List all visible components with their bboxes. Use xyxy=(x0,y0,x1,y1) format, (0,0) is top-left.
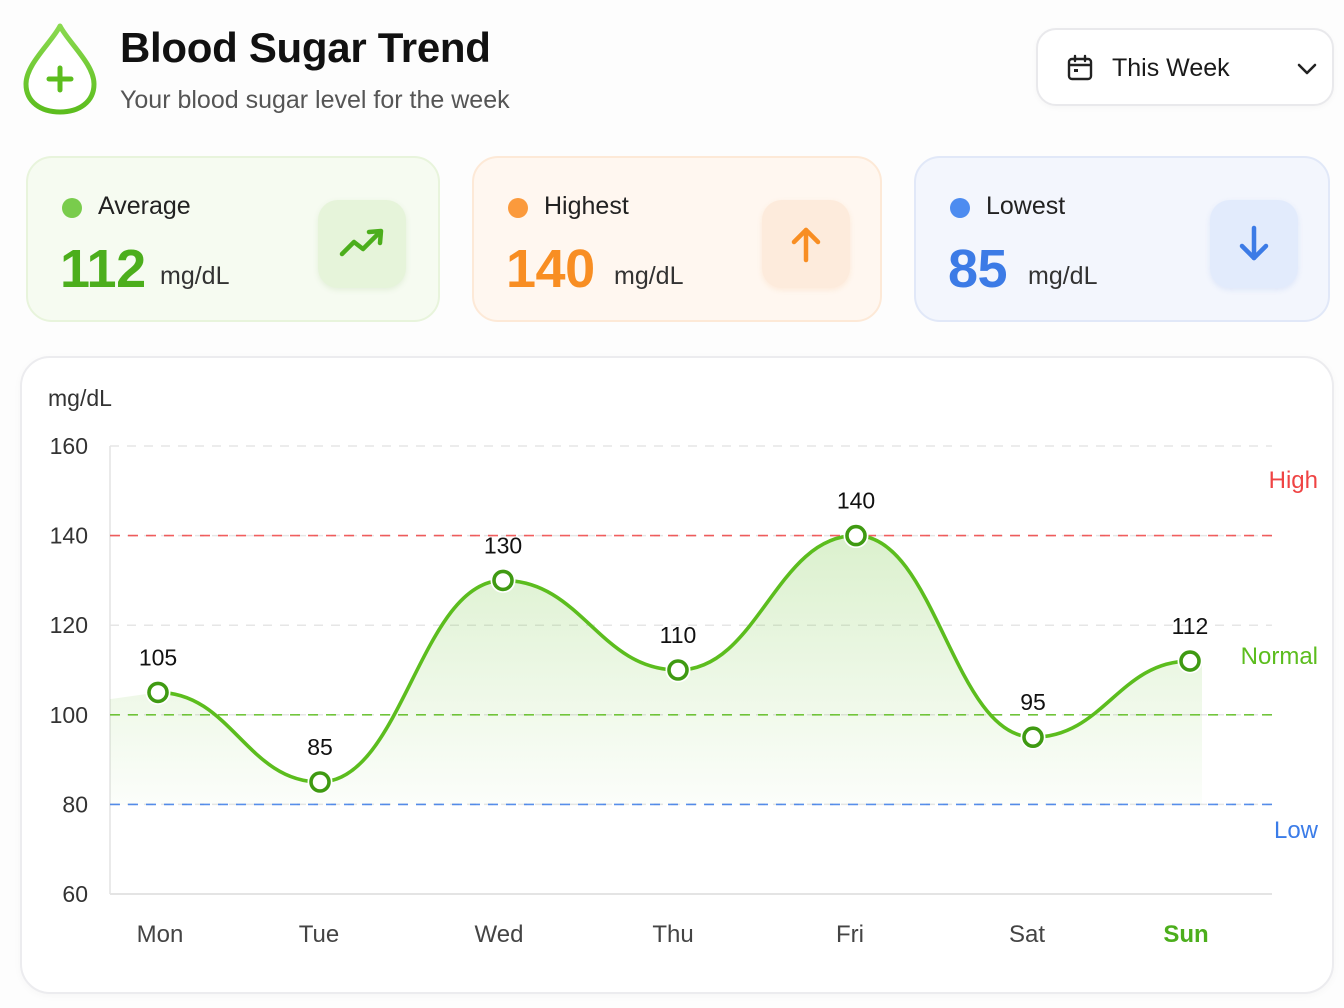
data-label: 95 xyxy=(1020,689,1046,715)
average-label: Average xyxy=(98,192,191,220)
x-tick-label: Wed xyxy=(475,921,524,948)
average-dot xyxy=(62,198,82,218)
lowest-icon-box xyxy=(1210,200,1298,288)
highest-dot xyxy=(508,198,528,218)
chevron-down-icon xyxy=(1297,63,1317,75)
header: Blood Sugar Trend Your blood sugar level… xyxy=(0,0,1344,140)
x-tick-label: Thu xyxy=(652,921,693,948)
y-tick-label: 100 xyxy=(50,702,88,728)
lowest-label: Lowest xyxy=(986,192,1066,220)
data-point xyxy=(845,524,867,547)
data-point xyxy=(147,681,169,704)
date-range-select[interactable]: This Week xyxy=(1036,28,1334,106)
highest-icon-box xyxy=(762,200,850,288)
x-tick-label: Sun xyxy=(1163,921,1208,948)
x-tick-label: Mon xyxy=(137,921,184,948)
data-label: 110 xyxy=(660,622,697,648)
data-point xyxy=(492,569,514,592)
page-title: Blood Sugar Trend xyxy=(120,24,491,71)
average-unit: mg/dL xyxy=(160,262,230,290)
data-label: 105 xyxy=(139,644,177,670)
y-tick-label: 80 xyxy=(62,791,88,817)
data-label: 85 xyxy=(307,734,333,760)
data-point xyxy=(1022,726,1044,749)
x-tick-label: Sat xyxy=(1009,921,1045,948)
highest-value: 140 xyxy=(506,239,595,299)
highest-card: Highest 140 mg/dL xyxy=(472,156,882,322)
area-fill xyxy=(110,535,1202,805)
data-label: 130 xyxy=(484,532,522,558)
reference-label-high: High xyxy=(1269,467,1318,494)
trend-up-icon xyxy=(339,228,384,257)
lowest-dot xyxy=(950,198,970,218)
data-point xyxy=(309,771,331,793)
page-subtitle: Your blood sugar level for the week xyxy=(120,86,510,114)
calendar-icon xyxy=(1067,54,1093,81)
y-tick-label: 160 xyxy=(50,433,88,459)
y-tick-label: 140 xyxy=(50,523,88,549)
reference-label-normal: Normal xyxy=(1241,643,1318,670)
data-point xyxy=(667,659,689,681)
data-label: 140 xyxy=(837,488,875,514)
lowest-value: 85 xyxy=(948,239,1008,299)
date-range-value: This Week xyxy=(1112,54,1230,82)
arrow-up-icon xyxy=(791,227,821,263)
arrow-down-icon xyxy=(1239,225,1269,261)
average-value: 112 xyxy=(60,239,146,299)
y-axis-label: mg/dL xyxy=(48,385,112,411)
y-tick-label: 60 xyxy=(62,881,88,907)
highest-unit: mg/dL xyxy=(614,262,684,290)
reference-label-low: Low xyxy=(1274,817,1319,844)
blood-sugar-line-chart: mg/dL 160 140 120 100 80 60 High Normal Low 105 85 1… xyxy=(48,385,1319,948)
x-tick-label: Fri xyxy=(836,921,864,948)
average-card: Average 112 mg/dL xyxy=(26,156,440,322)
chart-card: mg/dL 160 140 120 100 80 60 High Normal Low 105 85 1… xyxy=(20,356,1334,994)
x-tick-label: Tue xyxy=(299,921,339,948)
lowest-unit: mg/dL xyxy=(1028,262,1098,290)
data-point xyxy=(1179,650,1201,672)
blood-drop-plus-icon xyxy=(23,23,97,115)
y-tick-label: 120 xyxy=(50,612,88,638)
average-icon-box xyxy=(318,200,406,288)
lowest-card: Lowest 85 mg/dL xyxy=(914,156,1330,322)
highest-label: Highest xyxy=(544,192,629,220)
data-label: 112 xyxy=(1172,613,1209,639)
